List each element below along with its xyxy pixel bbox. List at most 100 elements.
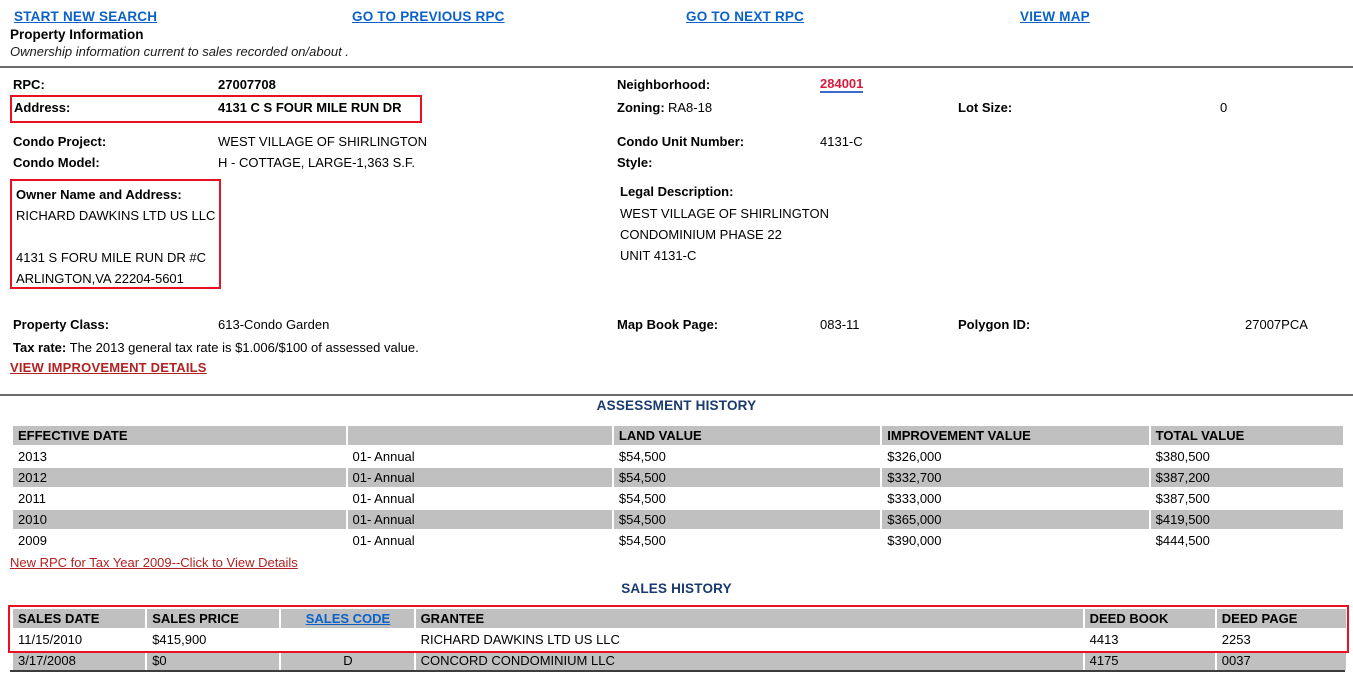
sales-code-link[interactable]: SALES CODE — [305, 611, 391, 626]
polygon-id-label: Polygon ID: — [958, 317, 1031, 332]
cell-grantee: CONCORD CONDOMINIUM LLC — [415, 651, 1083, 670]
cell-assessment-type: 01- Annual — [347, 510, 612, 529]
cell-improvement-value: $333,000 — [882, 489, 1149, 508]
cell-land-value: $54,500 — [613, 510, 881, 529]
cell-improvement-value: $332,700 — [882, 468, 1149, 487]
sales-header-date: SALES DATE — [13, 609, 146, 628]
cell-sales-price: $0 — [147, 651, 280, 670]
assessment-row-2010: 2010 01- Annual $54,500 $365,000 $419,50… — [13, 510, 1343, 529]
legal-description-label: Legal Description: — [620, 184, 734, 199]
cell-sales-date: 3/17/2008 — [13, 651, 146, 670]
address-label: Address: — [14, 100, 71, 115]
cell-land-value: $54,500 — [613, 447, 881, 466]
map-book-page-value: 083-11 — [820, 317, 860, 332]
cell-assessment-type: 01- Annual — [347, 447, 612, 466]
owner-street: 4131 S FORU MILE RUN DR #C — [16, 250, 206, 265]
condo-project-label: Condo Project: — [13, 134, 107, 149]
sales-header-deed-book: DEED BOOK — [1084, 609, 1215, 628]
page-title: Property Information — [10, 27, 144, 42]
assessment-header-land-value: LAND VALUE — [613, 426, 881, 445]
go-next-rpc-link[interactable]: GO TO NEXT RPC — [686, 9, 805, 24]
ownership-subtitle: Ownership information current to sales r… — [10, 44, 349, 59]
start-new-search-link[interactable]: START NEW SEARCH — [14, 9, 158, 24]
assessment-header-total-value: TOTAL VALUE — [1150, 426, 1343, 445]
legal-line-2: CONDOMINIUM PHASE 22 — [620, 227, 782, 242]
cell-assessment-type: 01- Annual — [347, 489, 612, 508]
owner-blank-line — [16, 226, 219, 247]
style-label: Style: — [617, 155, 653, 170]
cell-total-value: $380,500 — [1150, 447, 1343, 466]
lot-size-label: Lot Size: — [958, 100, 1013, 115]
cell-effective-date: 2012 — [13, 468, 346, 487]
cell-land-value: $54,500 — [613, 531, 881, 550]
tax-rate-line: Tax rate: The 2013 general tax rate is $… — [13, 340, 419, 355]
cell-sales-code: D — [281, 651, 414, 670]
condo-model-value: H - COTTAGE, LARGE-1,363 S.F. — [218, 155, 415, 170]
sales-history-title: SALES HISTORY — [621, 581, 732, 596]
sales-row-2010: 11/15/2010 $415,900 RICHARD DAWKINS LTD … — [13, 630, 1346, 649]
cell-deed-page: 0037 — [1216, 651, 1346, 670]
assessment-header-blank — [347, 426, 612, 445]
cell-deed-page: 2253 — [1216, 630, 1346, 649]
legal-line-3: UNIT 4131-C — [620, 248, 697, 263]
cell-total-value: $444,500 — [1150, 531, 1343, 550]
sales-row-2008: 3/17/2008 $0 D CONCORD CONDOMINIUM LLC 4… — [13, 651, 1346, 670]
view-map-link[interactable]: VIEW MAP — [1020, 9, 1090, 24]
assessment-row-2013: 2013 01- Annual $54,500 $326,000 $380,50… — [13, 447, 1343, 466]
view-improvement-details-link[interactable]: VIEW IMPROVEMENT DETAILS — [10, 360, 207, 375]
rpc-value: 27007708 — [218, 77, 276, 92]
cell-land-value: $54,500 — [613, 489, 881, 508]
property-class-label: Property Class: — [13, 317, 110, 332]
cell-improvement-value: $390,000 — [882, 531, 1149, 550]
cell-effective-date: 2011 — [13, 489, 346, 508]
divider-bottom — [10, 670, 1345, 672]
assessment-row-2009: 2009 01- Annual $54,500 $390,000 $444,50… — [13, 531, 1343, 550]
condo-model-label: Condo Model: — [13, 155, 100, 170]
go-previous-rpc-link[interactable]: GO TO PREVIOUS RPC — [352, 9, 505, 24]
cell-sales-code — [281, 630, 414, 649]
cell-deed-book: 4175 — [1084, 651, 1215, 670]
neighborhood-link[interactable]: 284001 — [820, 76, 864, 93]
divider-assessment — [0, 394, 1353, 396]
tax-rate-label: Tax rate: — [13, 340, 67, 355]
cell-improvement-value: $326,000 — [882, 447, 1149, 466]
owner-highlight-box: Owner Name and Address: RICHARD DAWKINS … — [10, 179, 221, 289]
cell-grantee: RICHARD DAWKINS LTD US LLC — [415, 630, 1083, 649]
sales-header-row: SALES DATE SALES PRICE SALES CODE GRANTE… — [13, 609, 1346, 628]
owner-name-address-label: Owner Name and Address: — [16, 187, 182, 202]
sales-header-deed-page: DEED PAGE — [1216, 609, 1346, 628]
neighborhood-label: Neighborhood: — [617, 77, 711, 92]
divider-top — [0, 66, 1353, 68]
cell-land-value: $54,500 — [613, 468, 881, 487]
cell-assessment-type: 01- Annual — [347, 468, 612, 487]
assessment-header-effective-date: EFFECTIVE DATE — [13, 426, 346, 445]
cell-effective-date: 2009 — [13, 531, 346, 550]
rpc-label: RPC: — [13, 77, 45, 92]
zoning-label: Zoning: — [617, 100, 665, 115]
cell-total-value: $387,200 — [1150, 468, 1343, 487]
cell-effective-date: 2013 — [13, 447, 346, 466]
condo-project-value: WEST VILLAGE OF SHIRLINGTON — [218, 134, 428, 149]
assessment-row-2012: 2012 01- Annual $54,500 $332,700 $387,20… — [13, 468, 1343, 487]
cell-sales-date: 11/15/2010 — [13, 630, 146, 649]
legal-line-1: WEST VILLAGE OF SHIRLINGTON — [620, 206, 830, 221]
assessment-row-2011: 2011 01- Annual $54,500 $333,000 $387,50… — [13, 489, 1343, 508]
cell-total-value: $419,500 — [1150, 510, 1343, 529]
polygon-id-value: 27007PCA — [1245, 317, 1308, 332]
new-rpc-details-link[interactable]: New RPC for Tax Year 2009--Click to View… — [10, 555, 298, 570]
owner-city-state-zip: ARLINGTON,VA 22204-5601 — [16, 271, 184, 286]
owner-name: RICHARD DAWKINS LTD US LLC — [16, 208, 216, 223]
property-class-value: 613-Condo Garden — [218, 317, 330, 332]
sales-header-grantee: GRANTEE — [415, 609, 1083, 628]
map-book-page-label: Map Book Page: — [617, 317, 719, 332]
assessment-header-improvement-value: IMPROVEMENT VALUE — [882, 426, 1149, 445]
assessment-header-row: EFFECTIVE DATE LAND VALUE IMPROVEMENT VA… — [13, 426, 1343, 445]
tax-rate-text: The 2013 general tax rate is $1.006/$100… — [69, 340, 419, 355]
condo-unit-number-label: Condo Unit Number: — [617, 134, 745, 149]
sales-history-table: SALES DATE SALES PRICE SALES CODE GRANTE… — [11, 607, 1348, 672]
sales-header-price: SALES PRICE — [147, 609, 280, 628]
cell-deed-book: 4413 — [1084, 630, 1215, 649]
cell-improvement-value: $365,000 — [882, 510, 1149, 529]
condo-unit-number-value: 4131-C — [820, 134, 863, 149]
cell-sales-price: $415,900 — [147, 630, 280, 649]
